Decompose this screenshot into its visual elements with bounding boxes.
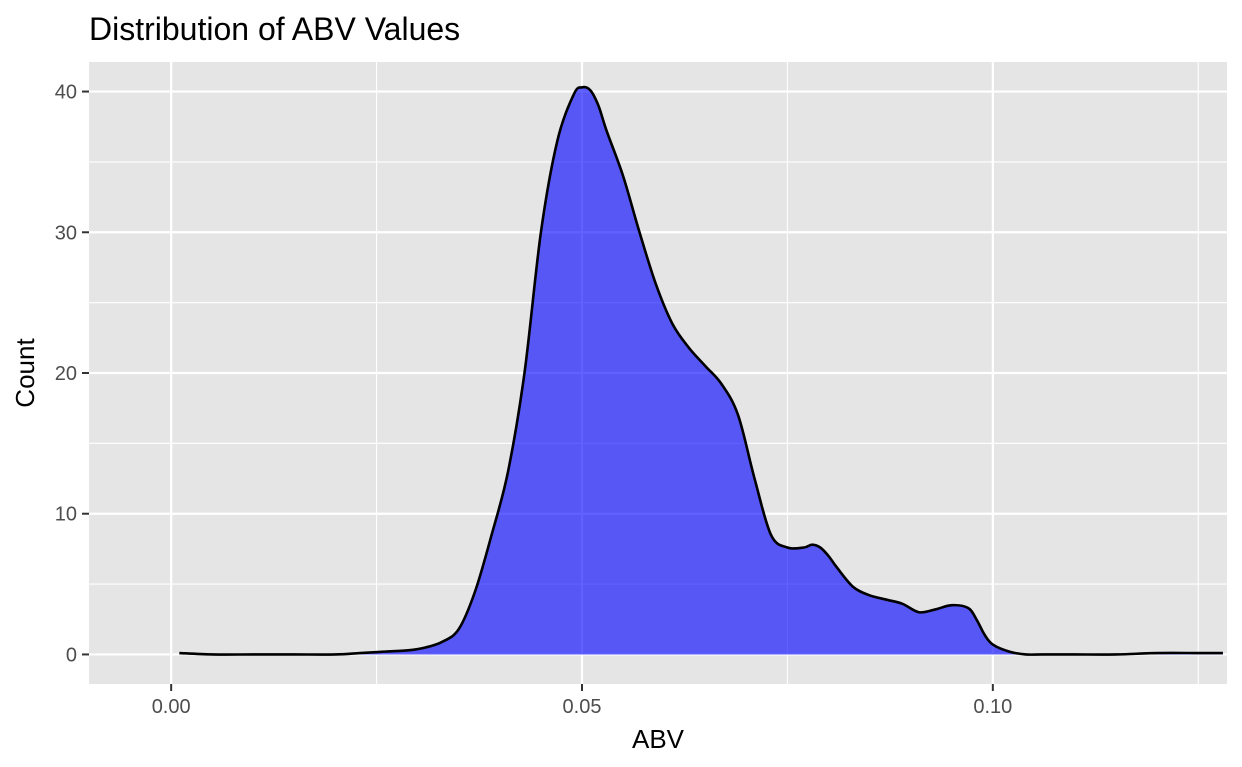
y-tick-label-3: 30 [55, 222, 77, 244]
y-axis: 0 10 20 30 40 [55, 82, 89, 666]
y-axis-title: Count [10, 338, 40, 408]
y-tick-label-2: 20 [55, 363, 77, 385]
x-axis: 0.00 0.05 0.10 [152, 684, 1012, 718]
x-tick-label-2: 0.10 [973, 696, 1012, 718]
density-line [179, 85, 1223, 656]
y-tick-label-4: 40 [55, 82, 77, 104]
x-axis-title: ABV [632, 724, 685, 754]
density-area [179, 87, 1223, 655]
chart-title: Distribution of ABV Values [89, 11, 460, 47]
x-tick-label-0: 0.00 [152, 696, 191, 718]
y-tick-label-1: 10 [55, 504, 77, 526]
y-tick-label-0: 0 [66, 644, 77, 666]
x-tick-label-1: 0.05 [563, 696, 602, 718]
